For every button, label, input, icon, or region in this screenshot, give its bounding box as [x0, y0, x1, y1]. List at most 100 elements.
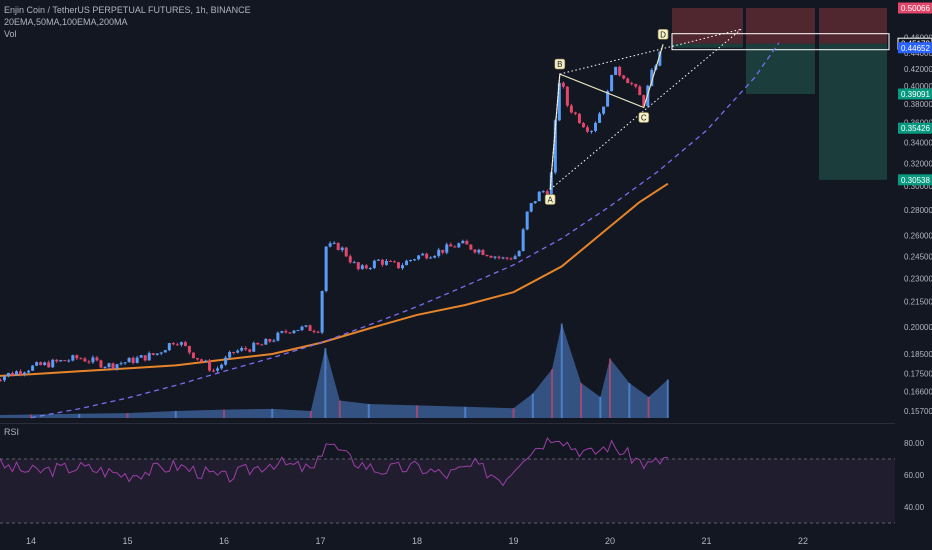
candle-body: [272, 340, 276, 342]
candle-body: [461, 240, 465, 244]
candle-39: [143, 355, 147, 362]
candle-102: [397, 262, 401, 269]
candle-body: [179, 342, 183, 345]
candle-body: [316, 331, 320, 333]
candle-body: [256, 342, 260, 345]
candle-42: [155, 353, 159, 356]
candle-body: [368, 268, 372, 270]
abcd-pattern[interactable]: A B C D: [544, 28, 742, 205]
candle-body: [55, 359, 59, 362]
candle-body: [598, 113, 602, 123]
candle-12: [35, 361, 39, 367]
candle-25: [87, 359, 91, 365]
candle-57: [216, 366, 220, 373]
candle-126: [493, 256, 497, 260]
candle-3: [0, 378, 2, 382]
price-tick-14: 0.21500: [904, 298, 932, 307]
volume-bar-16: [551, 369, 554, 418]
upper-trendline: [559, 28, 742, 75]
candle-47: [175, 342, 179, 346]
candle-body: [348, 256, 352, 263]
candle-113: [441, 249, 445, 255]
candle-body: [111, 363, 115, 369]
candle-body: [638, 86, 642, 96]
volume-legend: Vol: [4, 29, 17, 39]
pattern-point-c-box: [638, 112, 650, 123]
candle-70: [268, 338, 272, 343]
candle-body: [127, 357, 131, 363]
rsi-tick-3: 40.00: [904, 503, 925, 512]
candle-51: [191, 352, 195, 359]
candle-body: [429, 257, 433, 259]
volume-bar-20: [609, 358, 611, 418]
candle-body: [594, 122, 598, 131]
price-tag-5-label: 0.35426: [901, 124, 930, 133]
candle-29: [103, 366, 107, 369]
candle-body: [553, 120, 557, 173]
candle-body: [397, 262, 401, 269]
rsi-pane: [0, 437, 895, 524]
candle-body: [453, 246, 457, 248]
candle-body: [541, 191, 545, 193]
candle-body: [384, 260, 388, 265]
stop-zone-1: [672, 8, 743, 44]
candle-21: [71, 354, 75, 362]
entry-box: [671, 33, 890, 51]
candle-body: [276, 332, 280, 341]
candle-26: [91, 355, 95, 365]
candle-body: [15, 371, 19, 376]
candle-36: [131, 356, 135, 365]
candle-body: [39, 362, 43, 366]
candle-body: [525, 211, 529, 230]
candle-body: [252, 342, 256, 352]
candle-53: [199, 358, 203, 363]
candle-body: [103, 366, 107, 368]
candle-body: [433, 255, 437, 258]
candle-body: [421, 253, 425, 256]
candle-27: [95, 356, 99, 362]
candle-body: [489, 255, 493, 258]
candle-body: [513, 256, 517, 260]
candle-body: [59, 360, 63, 362]
candle-body: [549, 172, 553, 195]
candle-89: [344, 246, 348, 258]
candle-body: [634, 84, 638, 87]
candle-35: [127, 357, 131, 363]
candle-116: [453, 245, 457, 248]
price-tag-1-label: 0.50066: [901, 4, 930, 13]
candle-88: [340, 246, 344, 253]
position-zones: [671, 8, 890, 180]
candle-38: [139, 354, 143, 358]
candle-134: [525, 211, 529, 231]
candle-78: [300, 325, 304, 332]
price-axis[interactable]: 0.460000.440000.420000.400000.380000.360…: [897, 2, 932, 417]
candle-body: [606, 91, 610, 107]
time-tick-18: 18: [412, 536, 422, 546]
candle-123: [481, 249, 485, 256]
candle-body: [71, 355, 75, 361]
candle-52: [195, 358, 199, 361]
candle-body: [204, 360, 208, 362]
candle-body: [360, 265, 364, 270]
candle-124: [485, 254, 489, 257]
candle-body: [167, 343, 171, 351]
time-tick-17: 17: [315, 536, 325, 546]
candle-7: [15, 370, 19, 376]
candle-96: [372, 259, 376, 270]
candle-body: [147, 353, 151, 361]
price-tick-12: 0.24500: [904, 252, 932, 261]
candle-body: [392, 261, 396, 263]
candle-body: [469, 244, 473, 250]
candle-body: [320, 291, 324, 333]
candle-body: [328, 243, 332, 247]
candle-37: [135, 355, 139, 364]
candle-98: [380, 258, 384, 267]
candle-body: [344, 247, 348, 257]
candle-body: [232, 351, 236, 353]
candle-152: [598, 111, 602, 124]
candle-body: [79, 358, 83, 360]
candle-body: [642, 95, 646, 107]
candle-body: [533, 201, 537, 204]
time-axis[interactable]: 14 15 16 17 18 19 20 21 22: [26, 536, 808, 546]
